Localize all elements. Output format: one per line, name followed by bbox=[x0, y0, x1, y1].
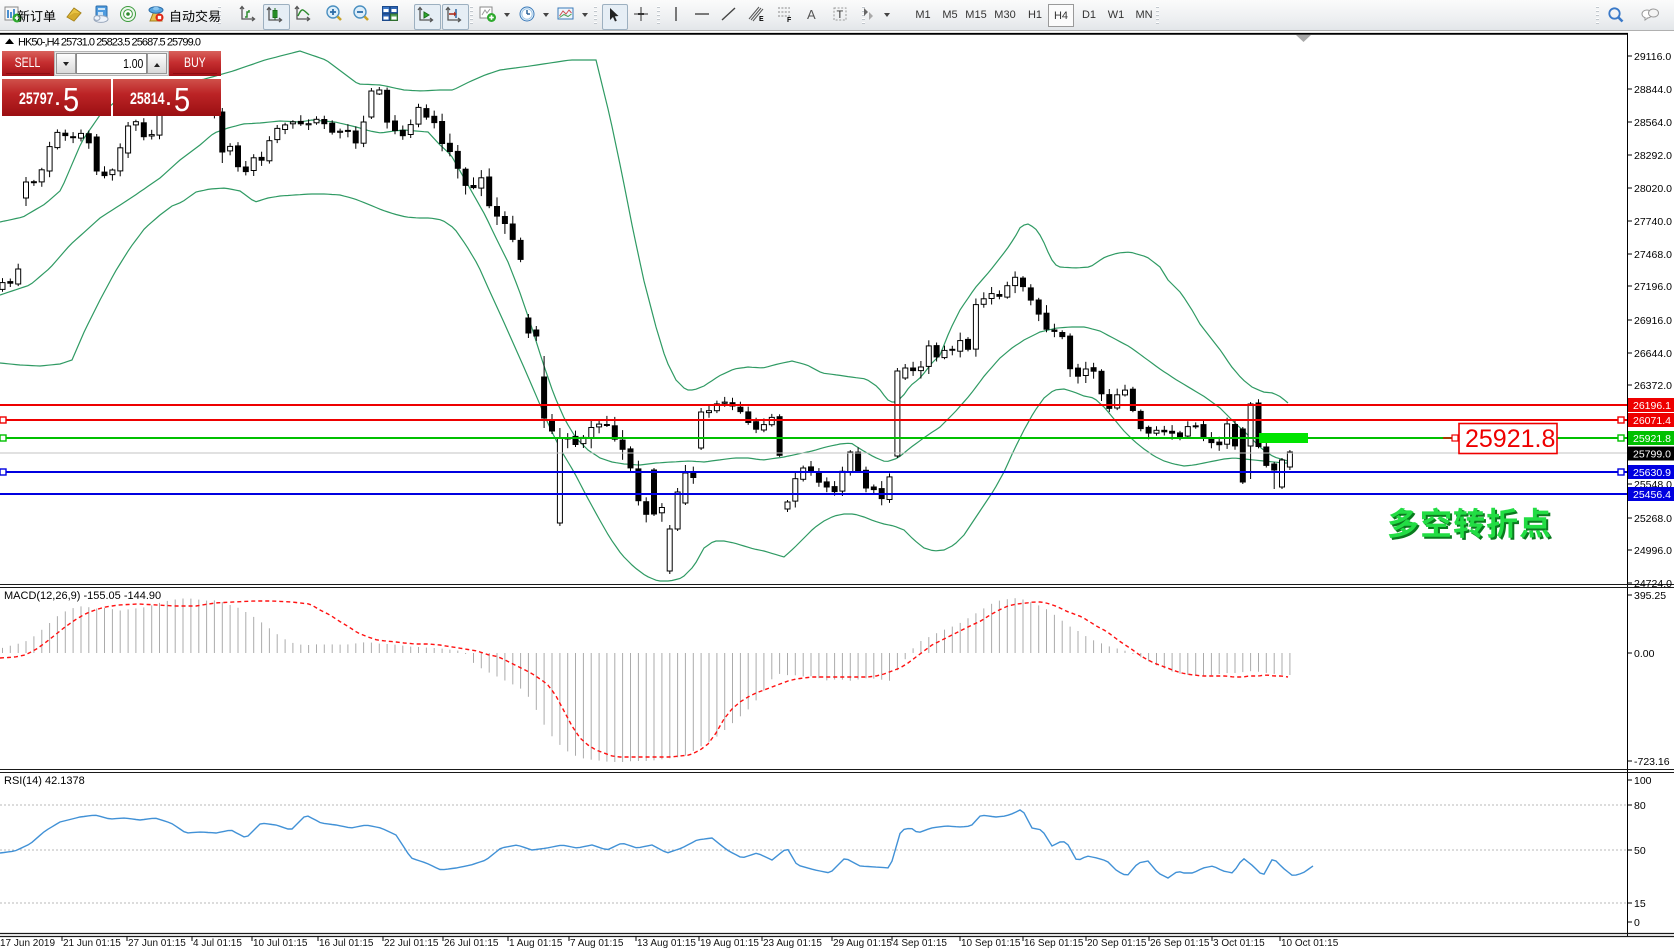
svg-text:26644.0: 26644.0 bbox=[1634, 348, 1672, 360]
svg-text:T: T bbox=[837, 9, 844, 21]
svg-text:25630.9: 25630.9 bbox=[1633, 467, 1671, 479]
svg-text:15: 15 bbox=[1634, 898, 1646, 910]
svg-text:10 Sep 01:15: 10 Sep 01:15 bbox=[961, 938, 1021, 949]
svg-text:28020.0: 28020.0 bbox=[1634, 183, 1672, 195]
svg-text:23 Aug 01:15: 23 Aug 01:15 bbox=[763, 938, 822, 949]
svg-text:27 Jun 01:15: 27 Jun 01:15 bbox=[128, 938, 186, 949]
svg-text:26196.1: 26196.1 bbox=[1633, 400, 1671, 412]
svg-text:F: F bbox=[787, 17, 792, 24]
svg-text:27196.0: 27196.0 bbox=[1634, 281, 1672, 293]
svg-text:E: E bbox=[759, 16, 764, 23]
svg-text:0.00: 0.00 bbox=[1634, 648, 1655, 660]
svg-text:10 Jul 01:15: 10 Jul 01:15 bbox=[253, 938, 308, 949]
svg-text:7 Aug 01:15: 7 Aug 01:15 bbox=[570, 938, 624, 949]
svg-text:28844.0: 28844.0 bbox=[1634, 84, 1672, 96]
svg-text:4 Jul 01:15: 4 Jul 01:15 bbox=[193, 938, 242, 949]
svg-text:10 Oct 01:15: 10 Oct 01:15 bbox=[1281, 938, 1339, 949]
svg-text:0: 0 bbox=[1634, 917, 1640, 929]
svg-text:3 Oct 01:15: 3 Oct 01:15 bbox=[1213, 938, 1265, 949]
svg-text:A: A bbox=[807, 7, 816, 22]
svg-text:17 Jun 2019: 17 Jun 2019 bbox=[0, 938, 55, 949]
svg-text:28292.0: 28292.0 bbox=[1634, 150, 1672, 162]
svg-text:50: 50 bbox=[1634, 845, 1646, 857]
svg-text:13 Aug 01:15: 13 Aug 01:15 bbox=[637, 938, 696, 949]
svg-text:27468.0: 27468.0 bbox=[1634, 249, 1672, 261]
svg-text:25921.8: 25921.8 bbox=[1465, 425, 1555, 453]
svg-text:26372.0: 26372.0 bbox=[1634, 380, 1672, 392]
svg-text:395.25: 395.25 bbox=[1634, 590, 1666, 602]
svg-text:16 Sep 01:15: 16 Sep 01:15 bbox=[1024, 938, 1084, 949]
svg-text:26 Sep 01:15: 26 Sep 01:15 bbox=[1150, 938, 1210, 949]
svg-text:-723.16: -723.16 bbox=[1634, 756, 1670, 768]
svg-text:RSI(14) 42.1378: RSI(14) 42.1378 bbox=[4, 775, 85, 787]
svg-text:25921.8: 25921.8 bbox=[1633, 433, 1671, 445]
svg-text:28564.0: 28564.0 bbox=[1634, 117, 1672, 129]
svg-text:21 Jun 01:15: 21 Jun 01:15 bbox=[63, 938, 121, 949]
svg-text:100: 100 bbox=[1634, 775, 1652, 787]
svg-text:20 Sep 01:15: 20 Sep 01:15 bbox=[1087, 938, 1147, 949]
svg-text:80: 80 bbox=[1634, 800, 1646, 812]
svg-text:19 Aug 01:15: 19 Aug 01:15 bbox=[700, 938, 759, 949]
svg-text:27740.0: 27740.0 bbox=[1634, 216, 1672, 228]
svg-text:25268.0: 25268.0 bbox=[1634, 513, 1672, 525]
svg-text:25799.0: 25799.0 bbox=[1633, 449, 1671, 461]
svg-text:24996.0: 24996.0 bbox=[1634, 545, 1672, 557]
svg-text:29116.0: 29116.0 bbox=[1634, 51, 1671, 63]
svg-text:26071.4: 26071.4 bbox=[1633, 415, 1671, 427]
svg-text:1 Aug 01:15: 1 Aug 01:15 bbox=[509, 938, 563, 949]
svg-text:16 Jul 01:15: 16 Jul 01:15 bbox=[319, 938, 374, 949]
svg-text:22 Jul 01:15: 22 Jul 01:15 bbox=[384, 938, 439, 949]
svg-text:29 Aug 01:15: 29 Aug 01:15 bbox=[833, 938, 892, 949]
svg-text:4 Sep 01:15: 4 Sep 01:15 bbox=[893, 938, 947, 949]
svg-text:26916.0: 26916.0 bbox=[1634, 315, 1672, 327]
svg-text:24724.0: 24724.0 bbox=[1634, 578, 1672, 590]
svg-text:HK50-,H4 25731.0 25823.5 2568: HK50-,H4 25731.0 25823.5 25687.5 25799.0 bbox=[18, 37, 201, 49]
svg-text:MACD(12,26,9) -155.05 -144.90: MACD(12,26,9) -155.05 -144.90 bbox=[4, 590, 161, 602]
svg-text:26 Jul 01:15: 26 Jul 01:15 bbox=[444, 938, 499, 949]
svg-text:25456.4: 25456.4 bbox=[1633, 489, 1671, 501]
